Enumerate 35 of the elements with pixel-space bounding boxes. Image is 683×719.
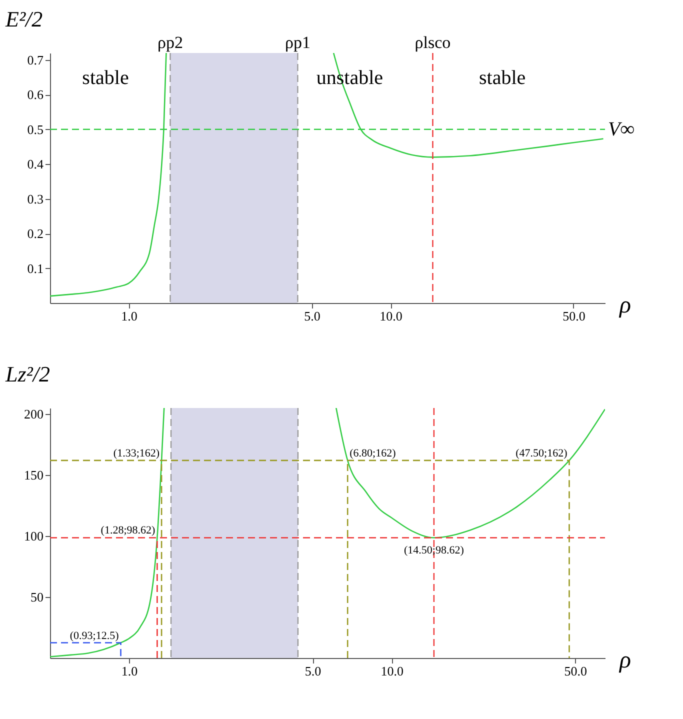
annotation: (47.50;162) <box>516 447 568 460</box>
y-axis-title: Lz²/2 <box>4 362 50 386</box>
x-tick-label: 5.0 <box>304 308 320 324</box>
annotation: stable <box>478 67 526 89</box>
x-tick-label: 10.0 <box>380 664 404 678</box>
x-tick-label: 1.0 <box>121 664 138 678</box>
y-tick-label: 150 <box>24 468 44 483</box>
y-tick-label: 0.7 <box>27 52 44 68</box>
x-tick-label: 50.0 <box>564 664 587 678</box>
y-tick-label: 50 <box>30 590 44 605</box>
annotation: (0.93;12.5) <box>70 630 120 642</box>
x-axis-title: ρ <box>618 648 632 674</box>
y-tick-label: 0.6 <box>27 87 44 102</box>
ref-line-label: ρp2 <box>157 33 183 52</box>
y-tick-label: 0.4 <box>27 156 44 172</box>
x-tick-label: 50.0 <box>562 308 586 324</box>
annotation: (1.33;162) <box>113 447 160 460</box>
annotation: (1.28;98.62) <box>100 524 156 537</box>
annotation: stable <box>82 67 129 89</box>
annotation: (6.80;162) <box>350 447 396 460</box>
y-tick-label: 100 <box>24 528 44 544</box>
y-tick-label: 0.1 <box>27 260 44 276</box>
annotation: (14.50;98.62) <box>404 544 464 557</box>
y-tick-label: 0.3 <box>27 191 44 206</box>
y-axis-title: E²/2 <box>4 6 43 32</box>
x-tick-label: 10.0 <box>380 308 402 324</box>
y-tick-label: 0.2 <box>27 226 44 242</box>
ref-line-label: V∞ <box>608 118 634 140</box>
x-tick-label: 5.0 <box>304 664 322 678</box>
x-axis-title: ρ <box>618 292 632 318</box>
x-tick-label: 1.0 <box>121 308 138 324</box>
ref-line-label: ρlsco <box>414 33 451 52</box>
y-tick-label: 200 <box>24 406 44 422</box>
ref-line-label: ρp1 <box>284 33 310 52</box>
y-tick-label: 0.5 <box>27 122 44 137</box>
